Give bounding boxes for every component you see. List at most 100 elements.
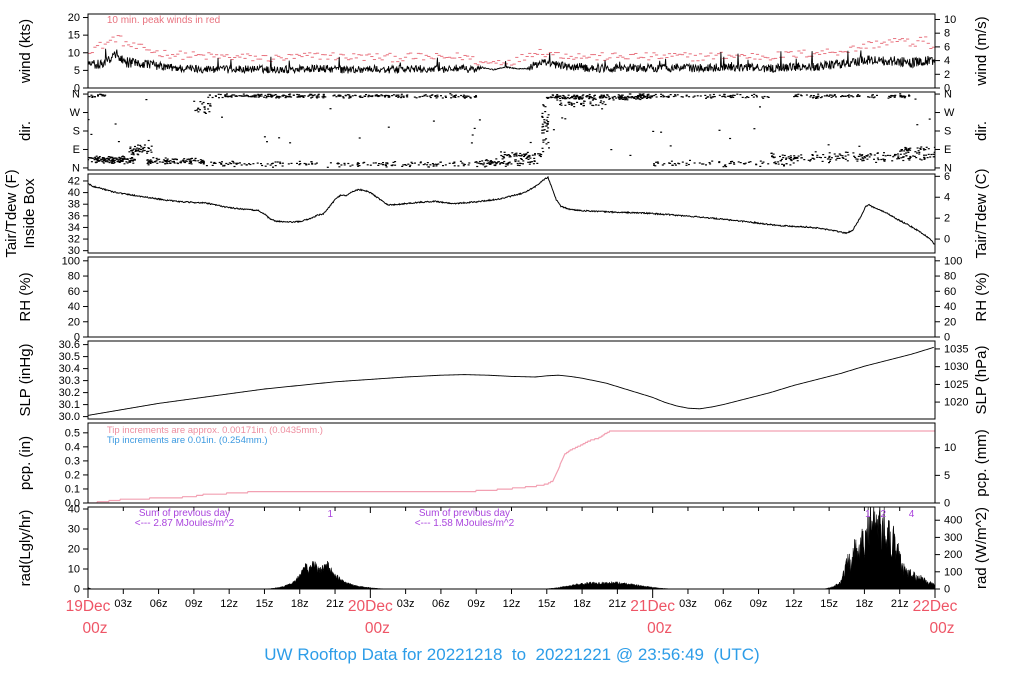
dir-point (200, 161, 203, 163)
dir-point (467, 95, 470, 97)
dir-point (146, 162, 149, 165)
dir-point (725, 166, 728, 168)
dir-point (101, 95, 104, 97)
dir-point (833, 153, 836, 155)
panel-slp-border (87, 340, 936, 420)
dir-point (588, 97, 591, 99)
dir-point (90, 94, 93, 96)
dir-point (147, 139, 150, 142)
dir-point (718, 94, 721, 96)
dir-point (853, 155, 856, 157)
dir-point (260, 93, 263, 95)
dir-point (149, 149, 152, 151)
dir-point (230, 95, 233, 97)
dir-point (781, 154, 784, 156)
dir-point (517, 160, 520, 162)
dir-point (356, 164, 359, 166)
dir-point (790, 160, 793, 162)
dir-point (429, 96, 432, 99)
dir-point (794, 157, 797, 160)
x-axis-ticks (87, 507, 936, 598)
dir-point (731, 95, 734, 97)
dir-point (533, 160, 536, 162)
dir-point (620, 96, 623, 98)
dir-point (470, 142, 473, 144)
y-axis-tick-labels: 051015200246810NESWNNESWN303234363840420… (59, 12, 969, 595)
dir-point (197, 111, 200, 113)
dir-point (400, 93, 403, 95)
dir-point (617, 96, 620, 98)
dir-point (657, 162, 660, 164)
dir-point (785, 158, 787, 160)
tick-label-left-dir: W (70, 107, 81, 119)
dir-point (571, 103, 573, 105)
dir-point (812, 95, 815, 97)
dir-point (644, 95, 647, 97)
wind-peak-marks (88, 35, 935, 66)
y-axis-ticks (83, 17, 940, 590)
tick-label-left-rad: 0 (74, 584, 80, 596)
dir-point (308, 94, 311, 96)
dir-point (810, 94, 813, 97)
dir-point (908, 159, 911, 161)
tick-label-right-dir: N (944, 162, 952, 174)
dir-point (310, 93, 313, 95)
dir-point (513, 155, 516, 157)
dir-point (462, 96, 465, 98)
dir-point (637, 95, 640, 97)
dir-point (298, 96, 301, 98)
dir-point (109, 156, 112, 158)
dir-point (902, 159, 905, 162)
dir-point (272, 166, 274, 168)
dir-point (788, 157, 791, 159)
dir-point (826, 94, 829, 96)
dir-point (386, 163, 389, 165)
tick-label-right-temp: 4 (944, 192, 950, 204)
dir-point (542, 129, 545, 131)
dir-scatter (88, 93, 935, 168)
dir-point (531, 154, 534, 156)
y-axis-title-left-dir: dir. (17, 121, 34, 141)
dir-point (841, 156, 844, 159)
dir-point (380, 94, 383, 96)
dir-point (592, 98, 595, 100)
dir-point (541, 132, 544, 134)
dir-point (395, 95, 398, 97)
dir-point (103, 95, 106, 97)
dir-point (857, 155, 860, 157)
dir-point (117, 160, 120, 163)
dir-point (545, 125, 548, 127)
dir-point (519, 155, 522, 157)
pcp-tip-note-blue: Tip increments are 0.01in. (0.254mm.) (107, 435, 268, 446)
dir-point (904, 146, 907, 149)
dir-point (436, 96, 439, 98)
dir-point (316, 95, 319, 97)
dir-point (705, 97, 707, 99)
dir-point (793, 155, 796, 157)
dir-point (547, 127, 550, 129)
dir-point (98, 160, 101, 162)
dir-point (796, 157, 799, 159)
tick-label-left-wind: 15 (68, 30, 80, 42)
dir-point (198, 162, 201, 164)
dir-point (636, 97, 639, 99)
x-date-label: 20Dec (348, 598, 393, 615)
dir-point (880, 158, 883, 161)
dir-point (859, 158, 862, 160)
x-hour-label: 18z (573, 598, 591, 610)
dir-point (119, 158, 122, 160)
dir-point (220, 163, 223, 165)
dir-point (667, 96, 670, 98)
dir-point (860, 155, 863, 157)
dir-point (338, 95, 341, 97)
dir-point (368, 95, 371, 97)
dir-point (899, 93, 902, 95)
dir-point (339, 94, 342, 96)
dir-point (270, 95, 273, 97)
dir-point (834, 155, 837, 157)
dir-point (829, 94, 832, 96)
x-hour-label: 15z (256, 598, 274, 610)
dir-point (724, 96, 727, 98)
dir-point (164, 160, 167, 162)
